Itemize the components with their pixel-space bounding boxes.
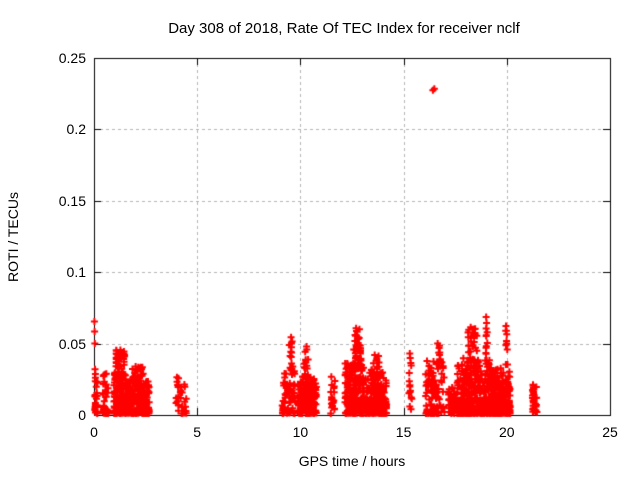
x-tick-label: 0 xyxy=(90,424,98,440)
x-tick-label: 10 xyxy=(292,424,309,440)
y-tick-label: 0.25 xyxy=(58,50,86,66)
x-axis-title: GPS time / hours xyxy=(298,453,406,469)
x-tick-label: 20 xyxy=(499,424,515,440)
x-tick-label: 15 xyxy=(395,424,412,440)
y-tick-label: 0 xyxy=(78,407,86,423)
y-tick-label: 0.15 xyxy=(58,192,86,209)
x-tick-label: 25 xyxy=(602,424,618,440)
y-tick-label: 0.1 xyxy=(66,264,86,281)
x-tick-label: 5 xyxy=(193,424,202,440)
y-tick-label: 0.2 xyxy=(66,121,86,138)
y-tick-label: 0.05 xyxy=(58,335,86,352)
